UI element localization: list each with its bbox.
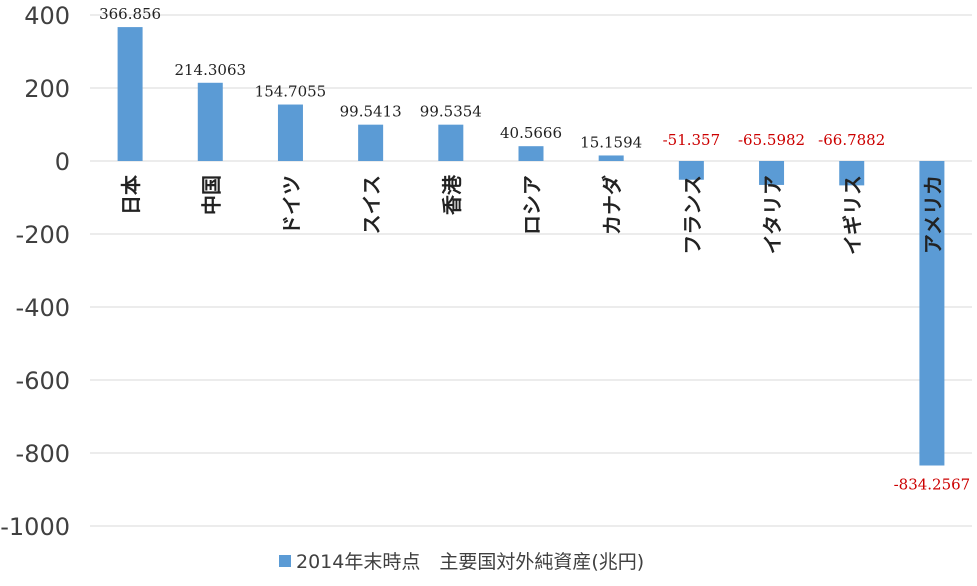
bar — [518, 146, 544, 161]
data-label: -834.2567 — [894, 476, 971, 494]
category-label: ロシア — [520, 175, 544, 235]
category-label: スイス — [360, 175, 384, 234]
data-label: 15.1594 — [580, 133, 642, 151]
legend: 2014年末時点 主要国対外純資産(兆円) — [279, 551, 644, 573]
y-tick-label: 200 — [24, 75, 70, 103]
data-label: 40.5666 — [500, 124, 562, 142]
bar — [919, 161, 945, 466]
data-label: 154.7055 — [255, 83, 327, 101]
data-label: -65.5982 — [738, 131, 805, 149]
bar — [358, 124, 384, 161]
data-label: 366.856 — [99, 5, 161, 23]
data-label: 99.5413 — [340, 103, 402, 121]
category-label: 香港 — [440, 174, 464, 215]
y-tick-label: 400 — [24, 2, 70, 30]
category-label: イギリス — [841, 175, 865, 255]
category-label: 中国 — [199, 175, 223, 215]
bar — [197, 82, 223, 161]
data-labels: 366.856 214.3063 154.7055 99.5413 99.5354 40.… — [99, 5, 970, 493]
bar — [839, 161, 865, 186]
data-label: -51.357 — [663, 131, 721, 149]
data-label: 99.5354 — [420, 103, 482, 121]
legend-label: 2014年末時点 主要国対外純資産(兆円) — [296, 551, 644, 573]
bar — [277, 104, 303, 161]
y-tick-label: -1000 — [0, 513, 70, 541]
bar — [678, 161, 704, 180]
legend-swatch — [279, 555, 291, 567]
y-axis-ticks: 400 200 0 -200 -400 -600 -800 -1000 — [0, 2, 70, 541]
y-tick-label: -800 — [16, 440, 70, 468]
y-tick-label: -600 — [16, 367, 70, 395]
bars — [117, 27, 945, 466]
bar — [438, 124, 464, 161]
category-label: カナダ — [600, 175, 624, 235]
data-label: 214.3063 — [174, 61, 246, 79]
category-label: ドイツ — [279, 175, 303, 235]
y-tick-label: -400 — [16, 294, 70, 322]
category-label: アメリカ — [921, 175, 945, 254]
category-labels: 日本 中国 ドイツ スイス 香港 ロシア カナダ フランス イタリア イギリス アメリカ — [119, 174, 945, 255]
data-label: -66.7882 — [818, 131, 885, 149]
y-tick-label: -200 — [16, 221, 70, 249]
bar — [598, 155, 624, 161]
category-label: 日本 — [119, 175, 143, 215]
category-label: イタリア — [761, 175, 785, 254]
category-label: フランス — [680, 175, 704, 255]
bar — [117, 27, 143, 161]
y-tick-label: 0 — [55, 148, 70, 176]
bar — [759, 161, 785, 185]
